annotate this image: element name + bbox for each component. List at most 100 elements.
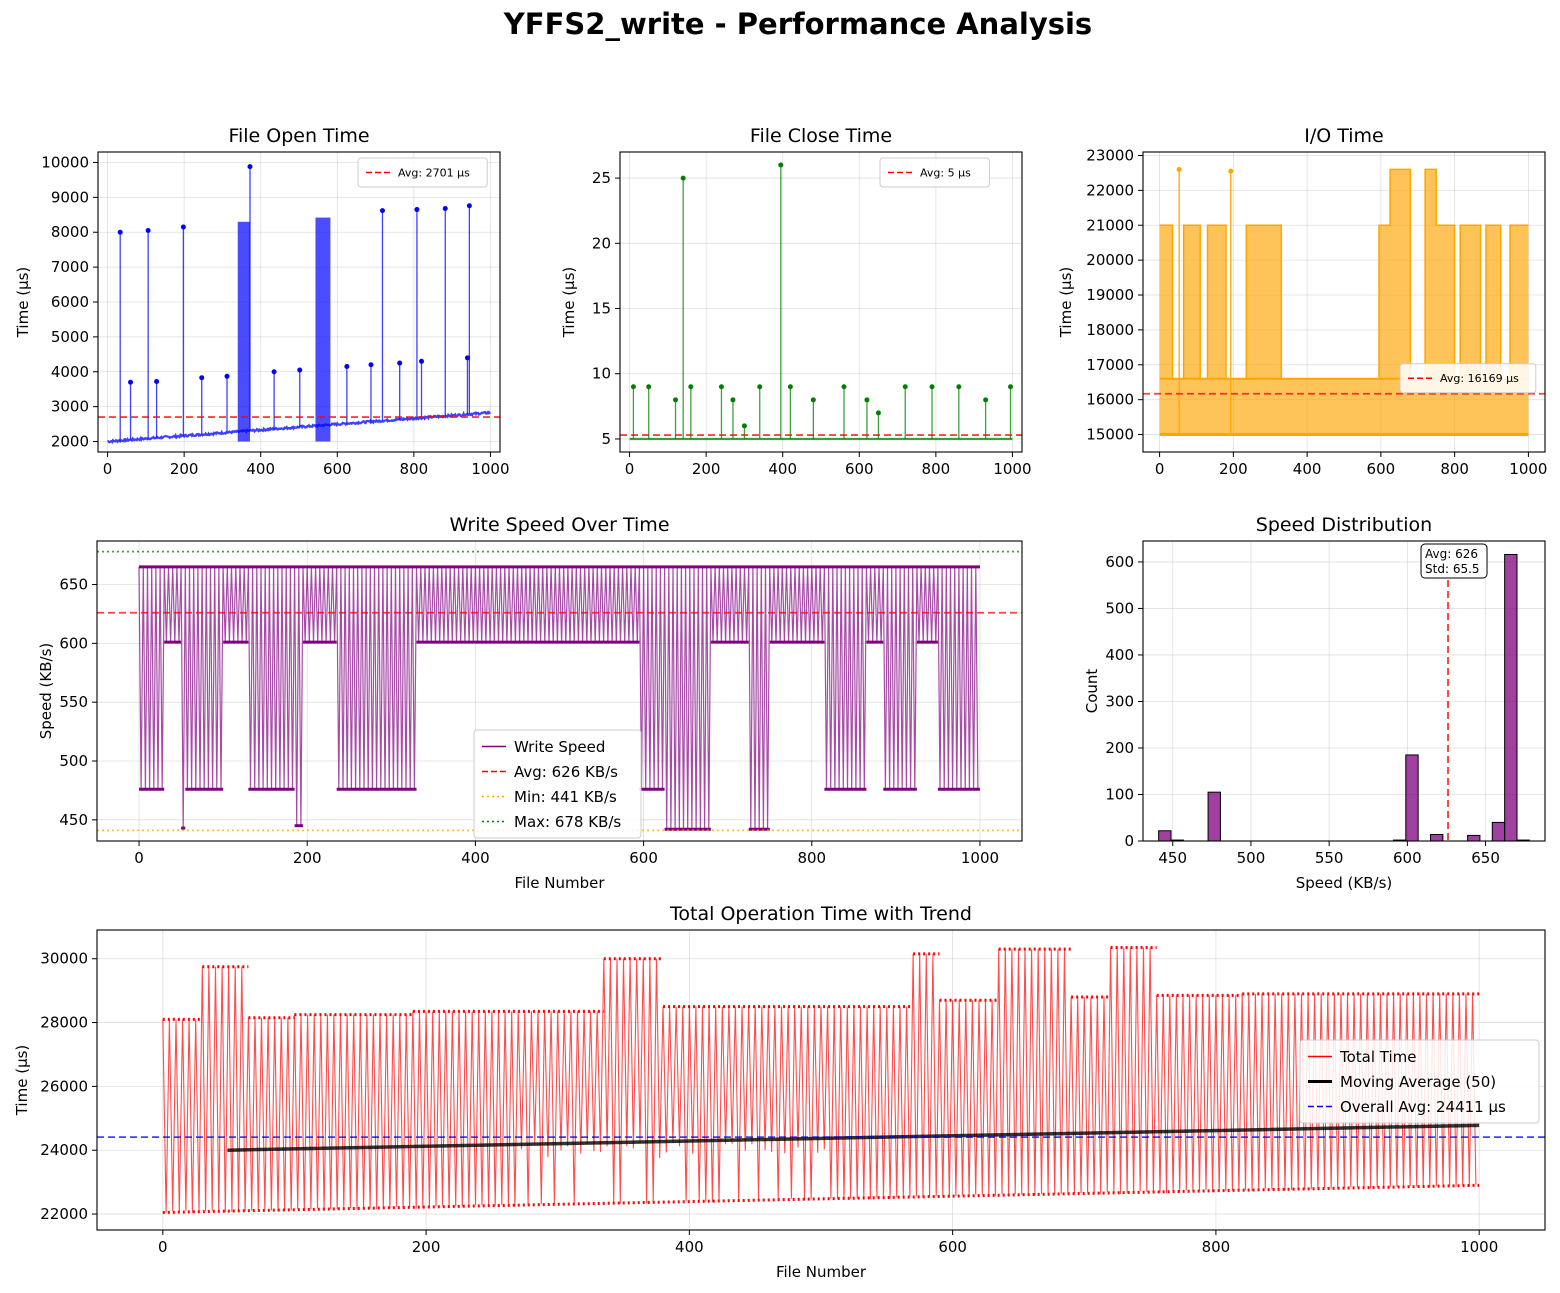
legend-label: Write Speed bbox=[514, 738, 605, 756]
spike-point bbox=[1008, 384, 1014, 390]
y-tick-label: 22000 bbox=[1086, 181, 1134, 199]
y-axis-label: Time (µs) bbox=[13, 1045, 31, 1117]
spike-point bbox=[956, 384, 962, 390]
spike-point bbox=[297, 367, 303, 373]
x-tick-label: 1000 bbox=[471, 460, 509, 478]
spike-point bbox=[841, 384, 847, 390]
plot-area bbox=[620, 162, 1022, 441]
annotation-avg: Avg: 626 bbox=[1425, 547, 1478, 561]
legend: Avg: 2701 µs bbox=[357, 157, 488, 188]
y-tick-label: 7000 bbox=[51, 258, 89, 276]
y-tick-label: 600 bbox=[1105, 553, 1134, 571]
y-axis-label: Time (µs) bbox=[560, 267, 578, 339]
y-tick-label: 300 bbox=[1105, 692, 1134, 710]
spike-point bbox=[646, 384, 652, 390]
spike-point bbox=[117, 229, 123, 235]
histogram-bar bbox=[1207, 791, 1221, 841]
axes-frame bbox=[1142, 151, 1546, 453]
y-tick-label: 22000 bbox=[40, 1205, 88, 1223]
spike-point bbox=[929, 384, 935, 390]
write-speed-series bbox=[138, 566, 979, 830]
x-tick-label: 400 bbox=[675, 1238, 704, 1256]
y-tick-label: 4000 bbox=[51, 363, 89, 381]
total-time-series bbox=[162, 947, 1477, 1213]
x-tick-label: 550 bbox=[1315, 849, 1344, 867]
y-tick-label: 450 bbox=[59, 811, 88, 829]
y-tick-label: 28000 bbox=[40, 1014, 88, 1032]
x-tick-label: 0 bbox=[134, 849, 144, 867]
x-tick-label: 200 bbox=[293, 849, 322, 867]
spike-point bbox=[199, 375, 205, 381]
panel-title: Total Operation Time with Trend bbox=[669, 903, 972, 925]
y-tick-label: 20 bbox=[592, 234, 611, 252]
panel-title: File Open Time bbox=[228, 125, 369, 147]
spike-point bbox=[718, 384, 724, 390]
moving-average-line bbox=[227, 1123, 1480, 1152]
y-tick-label: 5000 bbox=[51, 328, 89, 346]
x-axis-label: File Number bbox=[514, 874, 605, 892]
y-tick-label: 600 bbox=[59, 634, 88, 652]
y-tick-label: 6000 bbox=[51, 293, 89, 311]
spike-point bbox=[778, 162, 784, 168]
legend: Avg: 16169 µs bbox=[1399, 363, 1537, 394]
x-tick-label: 600 bbox=[1393, 849, 1422, 867]
x-tick-label: 400 bbox=[768, 460, 797, 478]
y-tick-label: 500 bbox=[59, 752, 88, 770]
spike-point bbox=[902, 384, 908, 390]
legend-label: Overall Avg: 24411 µs bbox=[1340, 1098, 1506, 1116]
y-tick-label: 18000 bbox=[1086, 321, 1134, 339]
histogram-bar bbox=[1504, 553, 1518, 841]
panel-io: 0 200 400 600 800 1000 15000 16000 17000 18000 190… bbox=[1057, 125, 1547, 478]
x-tick-label: 800 bbox=[1440, 460, 1469, 478]
y-tick-label: 400 bbox=[1105, 646, 1134, 664]
plot-area bbox=[98, 164, 500, 445]
spike-point bbox=[271, 369, 277, 375]
legend-label: Avg: 16169 µs bbox=[1440, 372, 1519, 385]
spike-point bbox=[810, 397, 816, 403]
y-tick-label: 26000 bbox=[40, 1077, 88, 1095]
x-tick-label: 1000 bbox=[993, 460, 1031, 478]
legend-label: Min: 441 KB/s bbox=[514, 788, 617, 806]
series-baseline bbox=[107, 410, 491, 445]
x-tick-label: 1000 bbox=[1460, 1238, 1498, 1256]
spike-point bbox=[419, 358, 425, 364]
spike-point bbox=[180, 224, 186, 230]
panel-close: 0 200 400 600 800 1000 5 10 15 20 25 File Close Tim… bbox=[560, 125, 1032, 478]
annotation-box bbox=[1420, 543, 1488, 579]
x-tick-label: 200 bbox=[412, 1238, 441, 1256]
spike-point bbox=[741, 423, 747, 429]
x-tick-label: 200 bbox=[692, 460, 721, 478]
legend-box bbox=[357, 157, 488, 188]
spike-point bbox=[787, 384, 793, 390]
x-axis-label: File Number bbox=[776, 1263, 867, 1281]
y-axis-label: Count bbox=[1083, 669, 1101, 714]
panel-total: 0 200 400 600 800 1000 22000 24000 26000 28000 300… bbox=[13, 903, 1546, 1281]
x-tick-label: 0 bbox=[1155, 460, 1165, 478]
legend: Avg: 5 µs bbox=[879, 157, 990, 188]
x-tick-label: 400 bbox=[246, 460, 275, 478]
x-tick-label: 800 bbox=[400, 460, 429, 478]
x-tick-label: 500 bbox=[1237, 849, 1266, 867]
legend: Write Speed Avg: 626 KB/s Min: 441 KB/s Max… bbox=[473, 729, 642, 839]
spike-point bbox=[1176, 166, 1182, 172]
legend-label: Avg: 2701 µs bbox=[398, 166, 470, 179]
x-tick-label: 600 bbox=[938, 1238, 967, 1256]
x-tick-label: 800 bbox=[1202, 1238, 1231, 1256]
spike-point bbox=[673, 397, 679, 403]
y-tick-label: 5 bbox=[601, 430, 611, 448]
panel-title: Write Speed Over Time bbox=[449, 514, 669, 536]
x-tick-label: 1000 bbox=[1509, 460, 1547, 478]
plot-area bbox=[97, 550, 1022, 832]
y-tick-label: 17000 bbox=[1086, 356, 1134, 374]
spike-point bbox=[730, 397, 736, 403]
plot-area bbox=[97, 946, 1545, 1214]
legend-label: Avg: 5 µs bbox=[920, 166, 971, 179]
y-tick-label: 8000 bbox=[51, 223, 89, 241]
legend: Total Time Moving Average (50) Overall Avg… bbox=[1299, 1039, 1540, 1124]
y-tick-label: 650 bbox=[59, 576, 88, 594]
panel-speed: 0 200 400 600 800 1000 450 500 550 600 650 Write Sp… bbox=[37, 514, 1023, 892]
x-tick-label: 0 bbox=[103, 460, 113, 478]
histogram-bar bbox=[1430, 833, 1444, 841]
legend-label: Max: 678 KB/s bbox=[514, 813, 621, 831]
